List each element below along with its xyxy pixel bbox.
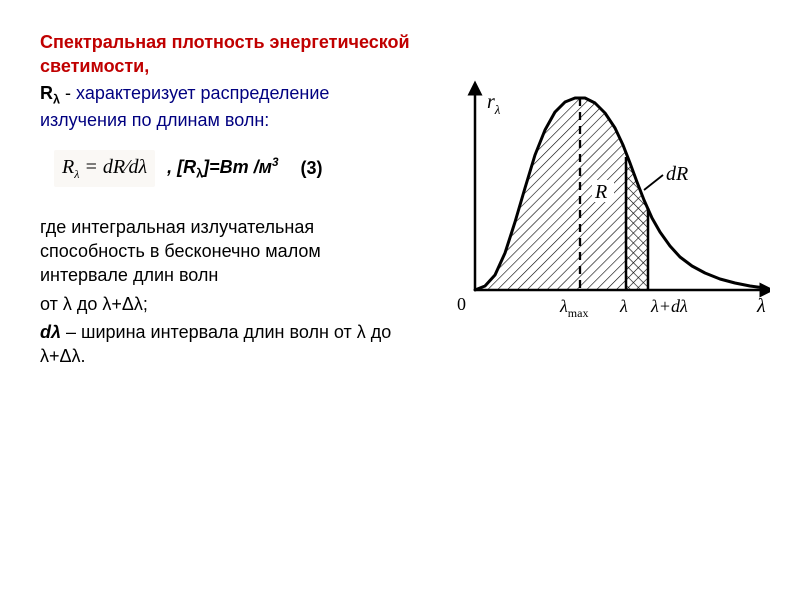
dR-label: dR bbox=[666, 163, 688, 185]
para-2: от λ до λ+Δλ; bbox=[40, 292, 410, 316]
dR-leader bbox=[644, 175, 663, 190]
para-3-rest: – ширина интервала длин волн от λ до λ+Δ… bbox=[40, 322, 391, 366]
para-1: где интегральная излучательная способнос… bbox=[40, 215, 410, 288]
spectral-curve-chart: rλ λ 0 RdR λmax λ λ+dλ bbox=[430, 40, 770, 340]
lambda-max-label: λmax bbox=[559, 296, 588, 320]
R-label: R bbox=[594, 181, 607, 203]
def-sub: λ bbox=[53, 92, 60, 106]
lambda-dlambda-label: λ+dλ bbox=[650, 296, 688, 316]
x-axis-label: λ bbox=[756, 295, 766, 317]
def-dash: - bbox=[60, 83, 76, 103]
lambda-label: λ bbox=[619, 296, 628, 316]
y-axis-label: rλ bbox=[487, 91, 501, 117]
def-symbol: R bbox=[40, 83, 53, 103]
main-hatched-area bbox=[475, 40, 648, 290]
para-3-sym: dλ bbox=[40, 322, 61, 342]
formula: Rλ = dR⁄dλ bbox=[54, 150, 155, 186]
heading: Спектральная плотность энергетической св… bbox=[40, 30, 410, 79]
def-rest: характеризует распределение излучения по… bbox=[40, 83, 329, 131]
para-3: dλ – ширина интервала длин волн от λ до … bbox=[40, 320, 410, 369]
formula-row: Rλ = dR⁄dλ , [Rλ]=Вт /м3 (3) bbox=[54, 150, 410, 186]
definition-line: Rλ - характеризует распределение излучен… bbox=[40, 81, 410, 133]
equation-number: (3) bbox=[301, 156, 323, 180]
units: , [Rλ]=Вт /м3 bbox=[167, 155, 278, 183]
origin-label: 0 bbox=[457, 294, 466, 314]
